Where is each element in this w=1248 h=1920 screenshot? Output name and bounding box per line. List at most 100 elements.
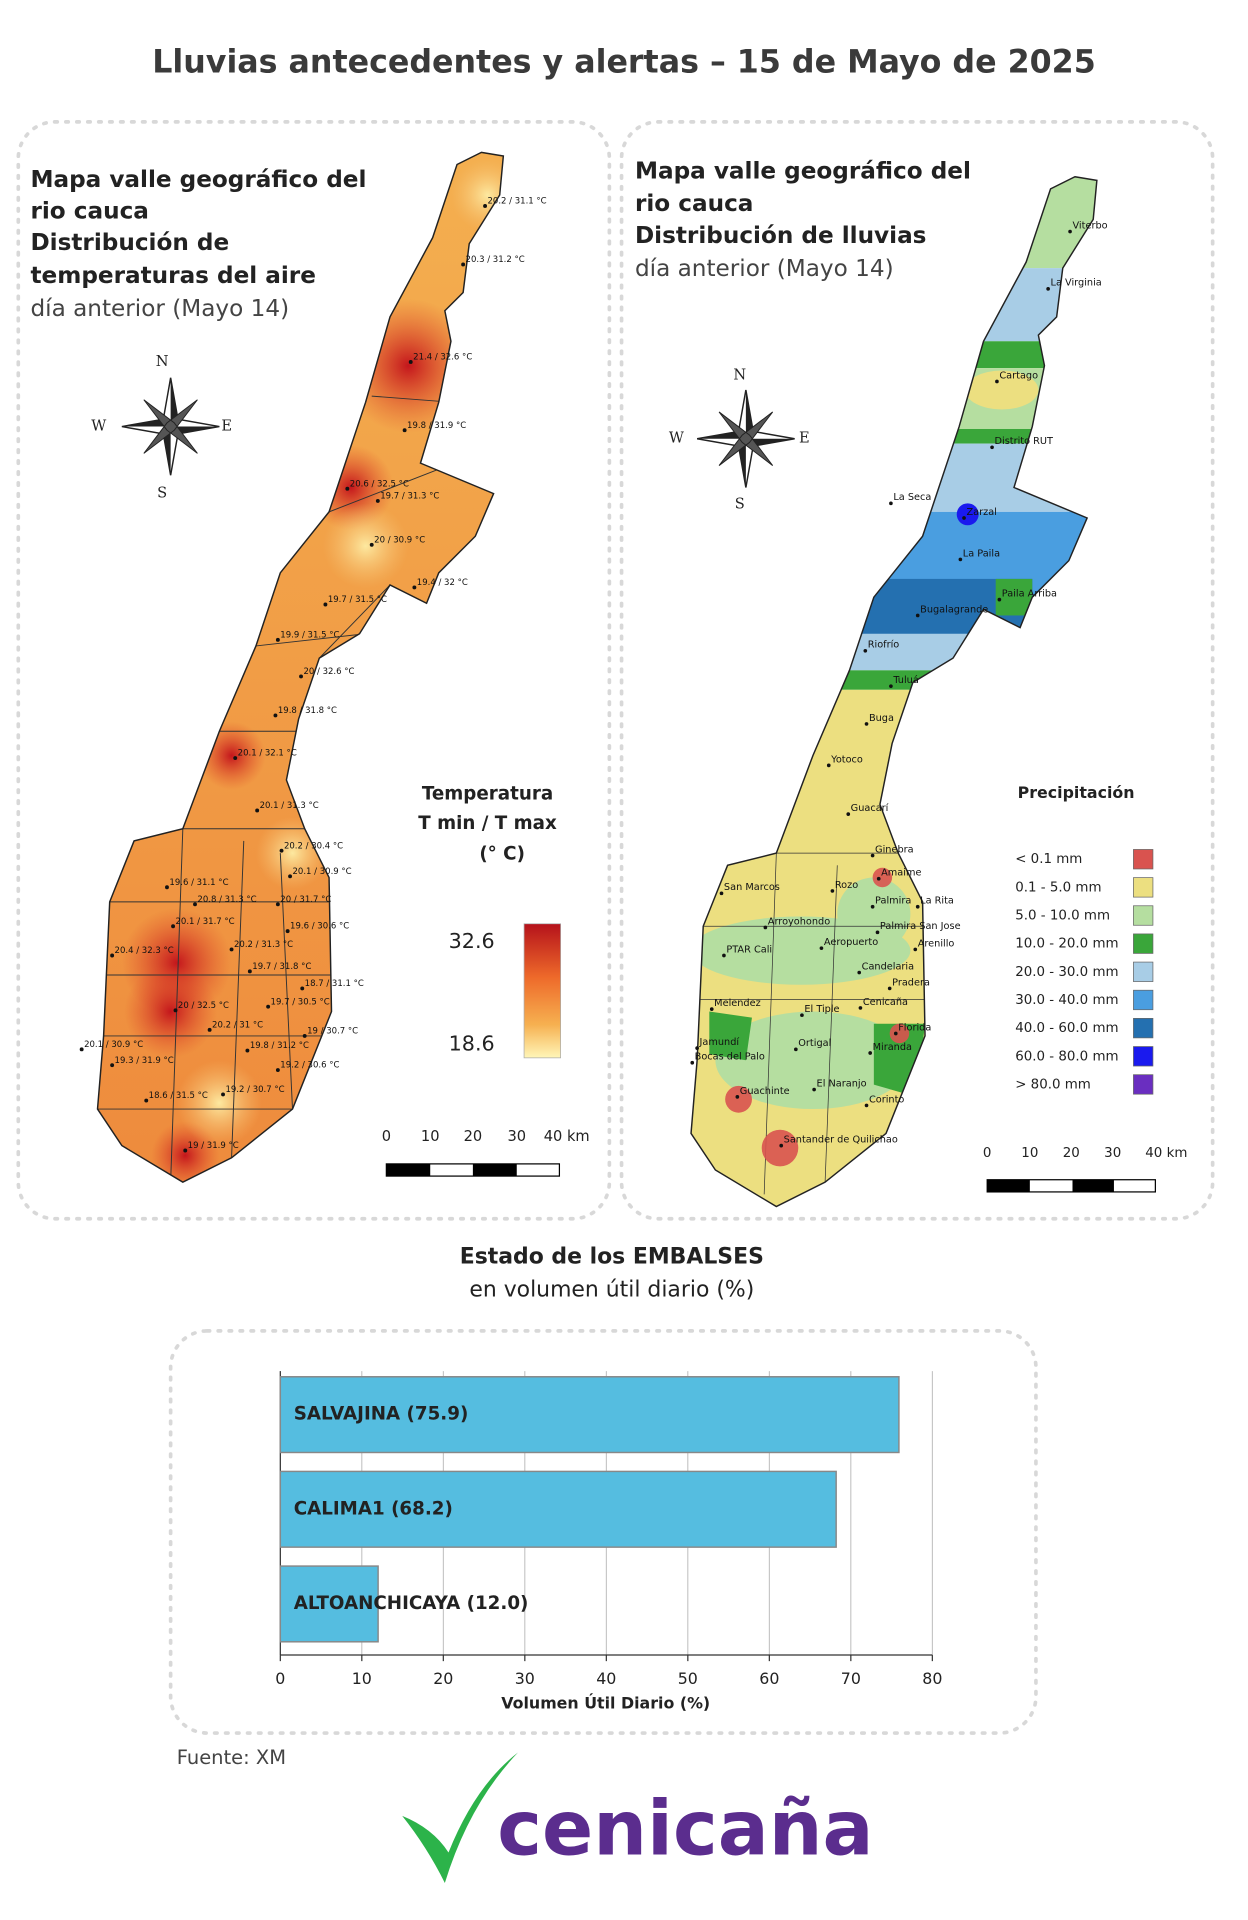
scale-label: 20 (464, 1128, 483, 1145)
town-label: Riofrío (868, 639, 900, 651)
town-dot (826, 763, 831, 768)
legend-title: Precipitación (1018, 783, 1135, 802)
town-label: Zarzal (966, 507, 996, 518)
station-label: 20.2 / 31 °C (212, 1020, 263, 1030)
town-label: Jamundí (699, 1036, 740, 1048)
compass-label: S (735, 496, 745, 513)
x-tick-label: 80 (922, 1669, 942, 1688)
town-label: Yotoco (830, 754, 863, 765)
town-label: La Paila (963, 548, 1000, 559)
station-dot (279, 848, 284, 853)
scale-label: 30 (1104, 1146, 1121, 1161)
map-title: rio cauca (30, 199, 148, 225)
legend-label: 0.1 - 5.0 mm (1015, 880, 1101, 895)
station-label: 19.7 / 30.5 °C (271, 997, 330, 1007)
town-dot (857, 970, 862, 975)
station-dot (275, 637, 280, 642)
bar-label: CALIMA1 (68.2) (294, 1498, 453, 1519)
station-label: 19 / 30.7 °C (307, 1027, 358, 1037)
compass (121, 377, 221, 477)
town-label: Cartago (999, 370, 1038, 381)
town-label: El Tiple (804, 1004, 839, 1015)
scale-label: 10 (1021, 1146, 1038, 1161)
compass-label: N (156, 353, 169, 370)
station-label: 19.6 / 30.6 °C (290, 922, 349, 932)
town-label: Ginebra (875, 844, 914, 855)
legend-title: (° C) (479, 843, 525, 864)
station-label: 18.6 / 31.5 °C (149, 1091, 208, 1101)
station-dot (408, 360, 413, 364)
town-label: Buga (869, 713, 894, 724)
town-label: PTAR Cali (726, 944, 772, 955)
town-dot (864, 722, 869, 726)
town-label: Rozo (835, 880, 858, 891)
town-dot (876, 876, 881, 881)
compass (696, 389, 796, 489)
town-dot (870, 853, 875, 858)
station-label: 19.7 / 31.5 °C (328, 595, 387, 605)
town-dot (995, 379, 999, 384)
town-dot (800, 1013, 804, 1018)
town-dot (858, 1006, 863, 1010)
town-dot (695, 1046, 699, 1050)
town-dot (889, 684, 893, 688)
station-dot (412, 585, 417, 590)
station-label: 19.8 / 31.2 °C (250, 1041, 309, 1051)
station-dot (245, 1048, 250, 1053)
bar-label: SALVAJINA (75.9) (294, 1404, 469, 1425)
station-label: 19.7 / 31.8 °C (252, 962, 311, 972)
town-label: Palmira (875, 896, 911, 907)
town-label: Guachinte (740, 1086, 790, 1097)
legend-title: Temperatura (422, 784, 553, 805)
station-label: 20.1 / 30.9 °C (293, 867, 352, 877)
scale-label: 40 km (1145, 1146, 1187, 1161)
station-dot (183, 1148, 188, 1153)
town-label: El Naranjo (817, 1078, 867, 1089)
town-dot (870, 904, 875, 909)
station-label: 20.1 / 30.9 °C (84, 1040, 143, 1050)
x-tick-label: 30 (515, 1669, 535, 1688)
station-label: 20 / 32.6 °C (303, 667, 354, 677)
town-dot (819, 946, 824, 951)
station-label: 20 / 30.9 °C (374, 535, 425, 545)
station-label: 18.7 / 31.1 °C (305, 979, 364, 989)
town-label: La Rita (920, 896, 954, 907)
x-tick-label: 60 (759, 1669, 779, 1688)
station-dot (461, 262, 466, 267)
panel (619, 120, 1215, 1221)
town-label: Candelaria (862, 961, 914, 972)
town-dot (889, 501, 893, 506)
compass-label: S (157, 485, 167, 502)
x-tick-label: 20 (433, 1669, 453, 1688)
town-dot (1046, 287, 1050, 291)
station-dot (144, 1098, 149, 1103)
town-label: La Virginia (1051, 278, 1102, 289)
town-dot (893, 1031, 898, 1036)
legend-label: 60.0 - 80.0 mm (1015, 1049, 1118, 1064)
bar (279, 1470, 837, 1548)
station-dot (79, 1047, 84, 1052)
legend-swatch (1133, 1018, 1154, 1039)
legend-swatch (1133, 905, 1154, 926)
scale-label: 40 km (544, 1128, 590, 1145)
town-label: Melendez (714, 998, 761, 1009)
station-label: 20.1 / 32.1 °C (238, 749, 297, 759)
chart-title: Estado de los EMBALSES (460, 1245, 764, 1270)
compass-label: E (799, 430, 810, 447)
panel (168, 1329, 1038, 1735)
town-dot (722, 953, 726, 958)
logo: cenicaña (497, 1785, 873, 1873)
station-dot (299, 674, 303, 679)
legend-swatch (1133, 849, 1154, 870)
legend-label: 30.0 - 40.0 mm (1015, 993, 1118, 1008)
station-dot (369, 542, 374, 547)
town-dot (864, 1103, 869, 1108)
town-label: Pradera (892, 977, 930, 988)
station-dot (207, 1027, 212, 1032)
station-label: 20 / 32.5 °C (178, 1001, 229, 1011)
station-label: 19.9 / 31.5 °C (280, 630, 339, 640)
town-dot (719, 891, 724, 896)
station-dot (483, 204, 488, 208)
page-title: Lluvias antecedentes y alertas – 15 de M… (152, 44, 1096, 80)
station-dot (255, 808, 260, 813)
